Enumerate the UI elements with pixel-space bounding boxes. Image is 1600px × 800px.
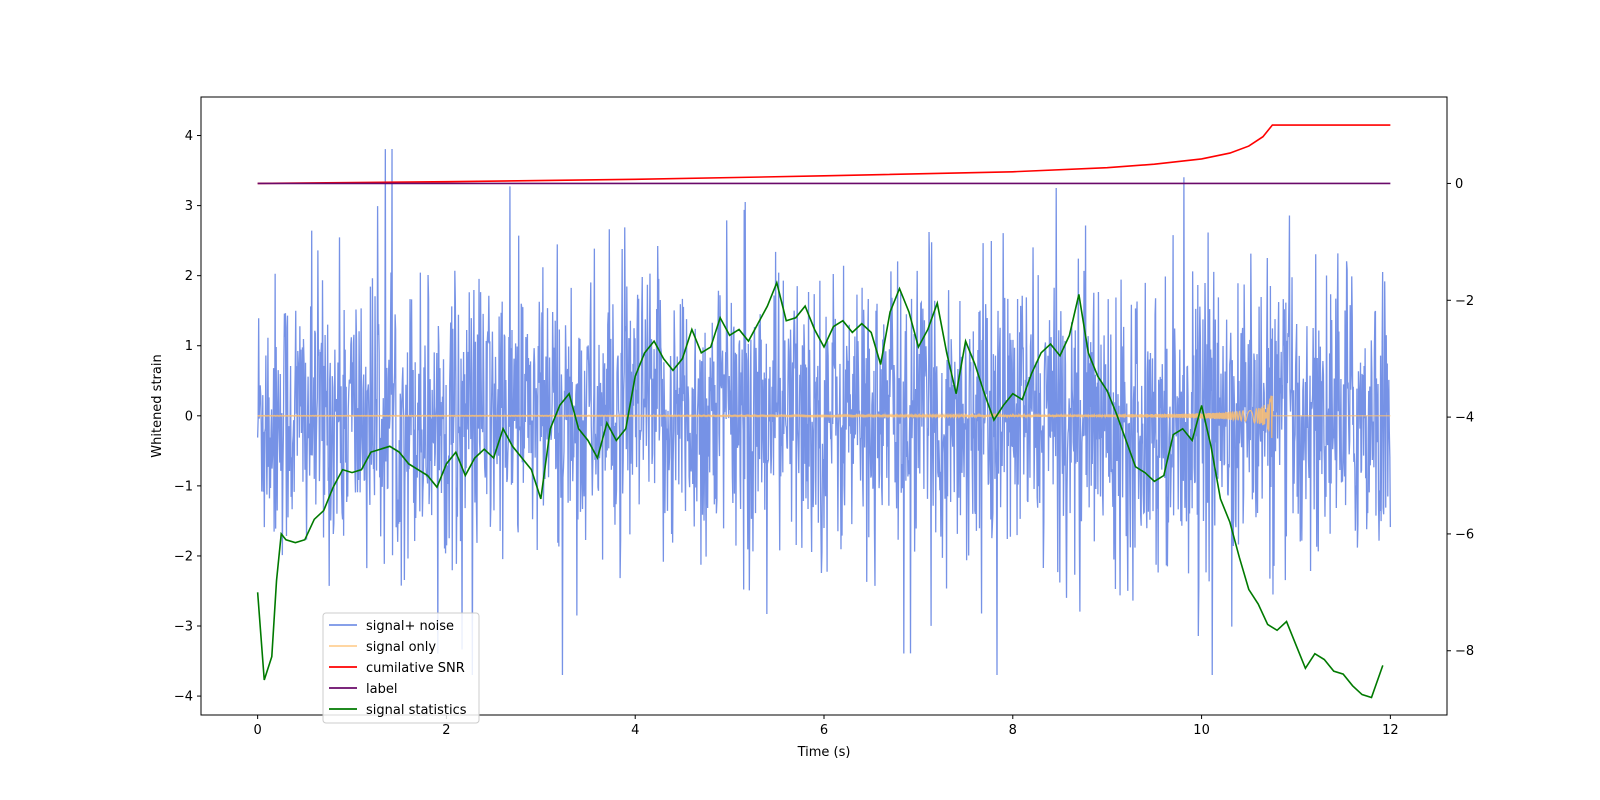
- legend: signal+ noise signal only cumilative SNR la…: [322, 612, 480, 724]
- y2-tick-label: −4: [1455, 411, 1474, 426]
- x-tick-label: 8: [1009, 723, 1017, 738]
- series-line-cumilative-snr: [257, 124, 1391, 185]
- legend-label-signal-only: signal only: [366, 640, 436, 655]
- x-tick-label: 10: [1193, 723, 1210, 738]
- y2-tick-label: −6: [1455, 527, 1474, 542]
- y-tick-label: −3: [174, 620, 193, 635]
- legend-label-signal-statistics: signal statistics: [366, 703, 467, 718]
- y-tick-label: 3: [185, 199, 193, 214]
- x-tick-label: 4: [631, 723, 639, 738]
- legend-label-label: label: [366, 682, 397, 697]
- legend-label-signal-noise: signal+ noise: [366, 619, 454, 634]
- y2-tick-label: −8: [1455, 644, 1474, 659]
- series-line-signal-statistics: [256, 280, 1384, 699]
- y-tick-label: −4: [174, 690, 193, 705]
- y2-tick-label: −2: [1455, 294, 1474, 309]
- legend-label-cumilative-snr: cumilative SNR: [366, 661, 465, 676]
- y2-tick-label: 0: [1455, 177, 1463, 192]
- y-tick-label: −1: [174, 479, 193, 494]
- series-line-signal-only: [257, 395, 1391, 438]
- y-tick-label: 4: [185, 129, 193, 144]
- x-tick-label: 12: [1382, 723, 1399, 738]
- x-tick-label: 0: [253, 723, 261, 738]
- y-tick-label: 2: [185, 269, 193, 284]
- y-tick-label: 0: [185, 409, 193, 424]
- x-tick-label: 2: [442, 723, 450, 738]
- legend-box: [322, 612, 480, 724]
- y-tick-label: −2: [174, 549, 193, 564]
- y-tick-label: 1: [185, 339, 193, 354]
- x-tick-label: 6: [820, 723, 828, 738]
- plot-area: [256, 124, 1392, 699]
- x-axis-label: Time (s): [797, 745, 851, 760]
- y-axis-label: Whitened strain: [150, 354, 165, 457]
